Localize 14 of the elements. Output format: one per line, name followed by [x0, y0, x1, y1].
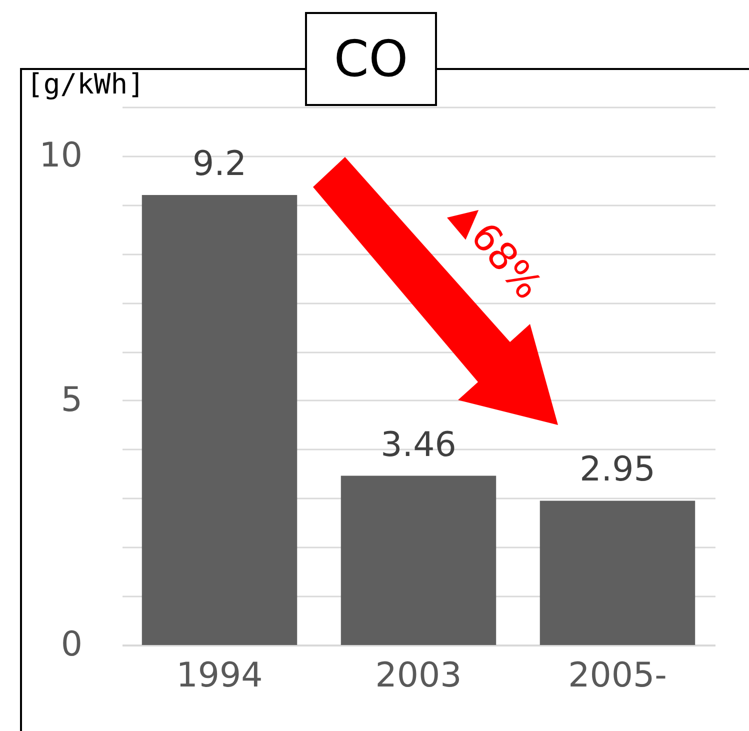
y-tick-label: 10: [39, 135, 82, 176]
y-tick-label: 5: [60, 380, 82, 420]
chart-title: CO: [305, 12, 437, 106]
y-axis-title: [g/kWh]: [26, 68, 145, 100]
x-tick-label: 1994: [176, 656, 263, 696]
data-label: 9.2: [192, 144, 247, 184]
data-label: 3.46: [380, 424, 456, 465]
x-tick-label: 2005-: [568, 656, 667, 696]
data-label: 2.95: [580, 450, 656, 490]
bar: [540, 500, 696, 645]
x-tick-label: 2003: [375, 656, 462, 696]
y-tick-label: 0: [60, 624, 82, 664]
bar: [142, 195, 298, 645]
bar: [340, 476, 496, 645]
